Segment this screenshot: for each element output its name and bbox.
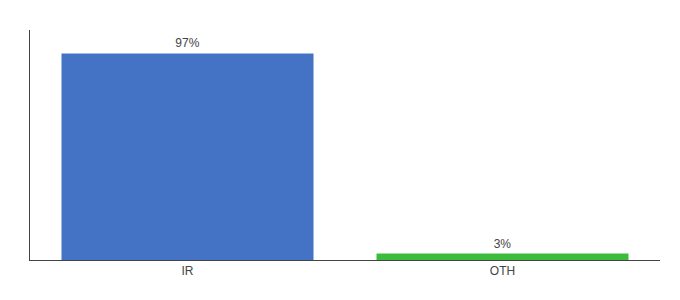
svg-text:97%: 97% xyxy=(175,36,199,50)
svg-text:IR: IR xyxy=(182,264,194,278)
svg-text:3%: 3% xyxy=(494,237,512,251)
svg-text:OTH: OTH xyxy=(490,264,515,278)
